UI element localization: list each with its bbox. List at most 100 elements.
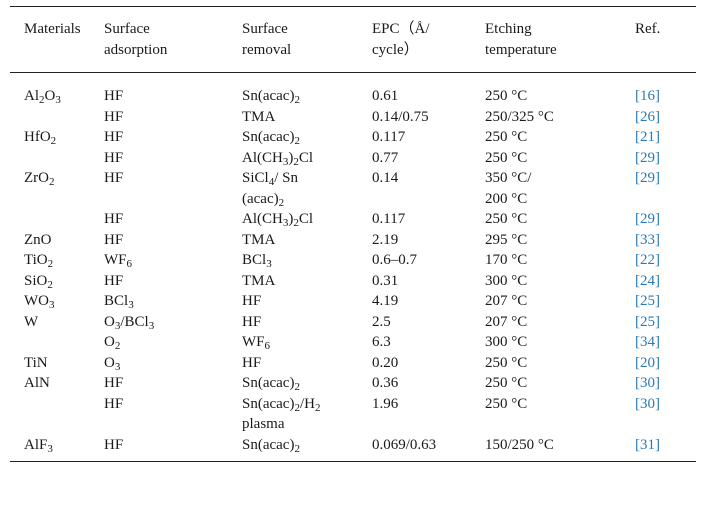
header-text: Surface bbox=[104, 21, 150, 37]
reference-link[interactable]: [29] bbox=[635, 149, 660, 166]
reference-link[interactable]: [30] bbox=[635, 395, 660, 412]
cell-surface-removal: Sn(acac)2 bbox=[242, 73, 372, 107]
cell-text: BCl3 bbox=[104, 293, 134, 311]
reference-link[interactable]: [30] bbox=[635, 375, 660, 391]
cell-text: 250 °C bbox=[485, 354, 528, 371]
cell-text: 300 °C bbox=[485, 272, 528, 289]
cell-surface-adsorption: HF bbox=[104, 230, 242, 251]
cell-text: 2.5 bbox=[372, 313, 391, 330]
reference-link[interactable]: [25] bbox=[635, 293, 660, 309]
cell-etching-temperature: 295 °C bbox=[485, 230, 635, 251]
cell-epc: 4.19 bbox=[372, 291, 485, 312]
cell-text: 207 °C bbox=[485, 293, 528, 309]
reference-link[interactable]: [29] bbox=[635, 211, 660, 227]
cell-ref[interactable]: [29] bbox=[635, 148, 696, 169]
header-text: Surface bbox=[242, 21, 288, 37]
header-epc: EPC（Å/cycle） bbox=[372, 6, 485, 73]
reference-link[interactable]: [34] bbox=[635, 334, 660, 350]
reference-link[interactable]: [21] bbox=[635, 129, 660, 145]
table-row: HfO2 HF Sn(acac)2 0.117 250 °C [21] bbox=[10, 127, 696, 148]
cell-surface-adsorption: HF bbox=[104, 394, 242, 435]
cell-text: Sn(acac)2 bbox=[242, 375, 300, 393]
cell-ref[interactable]: [31] bbox=[635, 434, 696, 462]
cell-text: HF bbox=[104, 108, 124, 125]
cell-text: 207 °C bbox=[485, 313, 528, 330]
cell-text: HF bbox=[242, 293, 262, 309]
cell-ref[interactable]: [26] bbox=[635, 107, 696, 128]
cell-ref[interactable]: [29] bbox=[635, 209, 696, 230]
cell-material: ZnO bbox=[10, 230, 104, 251]
reference-link[interactable]: [16] bbox=[635, 88, 660, 104]
cell-etching-temperature: 300 °C bbox=[485, 332, 635, 353]
cell-etching-temperature: 250 °C bbox=[485, 148, 635, 169]
header-text: temperature bbox=[485, 42, 557, 58]
cell-ref[interactable]: [34] bbox=[635, 332, 696, 353]
cell-text: Al2O3 bbox=[24, 88, 61, 106]
cell-ref[interactable]: [30] bbox=[635, 373, 696, 394]
cell-ref[interactable]: [20] bbox=[635, 353, 696, 374]
cell-surface-removal: SiCl4/ Sn (acac)2 bbox=[242, 168, 372, 209]
cell-text: O3 bbox=[104, 354, 121, 373]
cell-text: TMA bbox=[242, 272, 276, 289]
cell-etching-temperature: 207 °C bbox=[485, 291, 635, 312]
cell-ref[interactable]: [22] bbox=[635, 250, 696, 271]
reference-link[interactable]: [33] bbox=[635, 231, 660, 248]
table-row: AlF3 HF Sn(acac)2 0.069/0.63 150/250 °C [31] bbox=[10, 434, 696, 462]
cell-text: O2 bbox=[104, 334, 121, 352]
cell-surface-adsorption: HF bbox=[104, 73, 242, 107]
cell-surface-adsorption: HF bbox=[104, 271, 242, 292]
cell-material: AlF3 bbox=[10, 434, 104, 462]
cell-epc: 6.3 bbox=[372, 332, 485, 353]
cell-ref[interactable]: [25] bbox=[635, 312, 696, 333]
reference-link[interactable]: [24] bbox=[635, 272, 660, 289]
reference-link[interactable]: [20] bbox=[635, 354, 660, 371]
cell-ref[interactable]: [16] bbox=[635, 73, 696, 107]
cell-text: 200 °C bbox=[485, 190, 528, 207]
cell-ref[interactable]: [24] bbox=[635, 271, 696, 292]
cell-text: 0.14/0.75 bbox=[372, 108, 429, 125]
cell-etching-temperature: 250 °C bbox=[485, 373, 635, 394]
cell-etching-temperature: 300 °C bbox=[485, 271, 635, 292]
cell-text: HF bbox=[104, 436, 124, 453]
cell-ref[interactable]: [29] bbox=[635, 168, 696, 209]
cell-surface-adsorption: HF bbox=[104, 168, 242, 209]
cell-text: HF bbox=[104, 272, 124, 289]
cell-text: HF bbox=[242, 313, 262, 330]
cell-text: HfO2 bbox=[24, 129, 57, 147]
cell-text: 150/250 °C bbox=[485, 436, 554, 453]
cell-surface-removal: Al(CH3)2Cl bbox=[242, 209, 372, 230]
cell-ref[interactable]: [21] bbox=[635, 127, 696, 148]
reference-link[interactable]: [31] bbox=[635, 436, 660, 453]
cell-text: 0.117 bbox=[372, 129, 406, 145]
cell-ref[interactable]: [30] bbox=[635, 394, 696, 435]
cell-etching-temperature: 350 °C/200 °C bbox=[485, 168, 635, 209]
cell-text: TMA bbox=[242, 108, 276, 125]
reference-link[interactable]: [29] bbox=[635, 170, 660, 186]
cell-surface-adsorption: HF bbox=[104, 434, 242, 462]
cell-etching-temperature: 207 °C bbox=[485, 312, 635, 333]
cell-surface-removal: Sn(acac)2/H2 plasma bbox=[242, 394, 372, 435]
cell-material: TiN bbox=[10, 353, 104, 374]
cell-material bbox=[10, 107, 104, 128]
cell-etching-temperature: 150/250 °C bbox=[485, 434, 635, 462]
cell-material bbox=[10, 394, 104, 435]
cell-text: 250 °C bbox=[485, 375, 528, 391]
cell-material: ZrO2 bbox=[10, 168, 104, 209]
cell-text: SiCl4/ Sn bbox=[242, 170, 298, 188]
table-row: HF TMA 0.14/0.75 250/325 °C [26] bbox=[10, 107, 696, 128]
header-text: EPC（Å/ bbox=[372, 21, 430, 37]
reference-link[interactable]: [26] bbox=[635, 108, 660, 125]
cell-surface-adsorption: BCl3 bbox=[104, 291, 242, 312]
cell-text: 350 °C/ bbox=[485, 170, 532, 186]
header-text: Ref. bbox=[635, 21, 661, 37]
cell-text: 6.3 bbox=[372, 334, 391, 350]
reference-link[interactable]: [22] bbox=[635, 252, 660, 268]
cell-text: Sn(acac)2 bbox=[242, 436, 300, 455]
cell-ref[interactable]: [33] bbox=[635, 230, 696, 251]
table-row: ZnO HF TMA 2.19 295 °C [33] bbox=[10, 230, 696, 251]
cell-text: 170 °C bbox=[485, 252, 528, 268]
cell-material: AlN bbox=[10, 373, 104, 394]
cell-etching-temperature: 170 °C bbox=[485, 250, 635, 271]
reference-link[interactable]: [25] bbox=[635, 313, 660, 330]
cell-ref[interactable]: [25] bbox=[635, 291, 696, 312]
